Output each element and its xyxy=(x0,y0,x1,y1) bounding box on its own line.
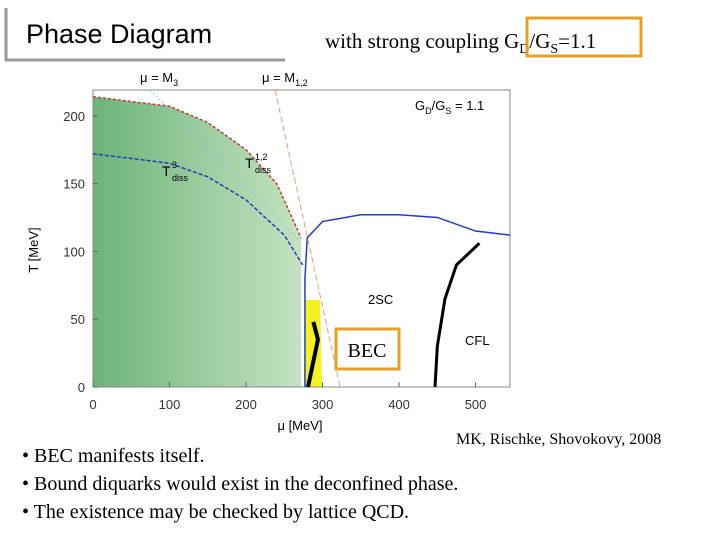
plot: 0 100 200 300 400 500 0 50 100 150 200 μ [MeV] T [Me… xyxy=(26,70,511,433)
x-tick-label: 0 xyxy=(89,397,96,412)
region xyxy=(93,96,302,387)
bullet: • Bound diquarks would exist in the deco… xyxy=(22,473,458,495)
bec-box xyxy=(334,327,401,371)
citation: MK, Rischke, Shovokovy, 2008 xyxy=(456,431,661,448)
curve xyxy=(433,242,481,388)
annotation: μ = M1,2 xyxy=(262,70,308,88)
curve xyxy=(274,89,341,388)
x-tick-label: 400 xyxy=(388,397,410,412)
plot-frame xyxy=(92,89,511,388)
curve xyxy=(150,89,300,241)
annotation-sub: 1,2 xyxy=(295,78,308,88)
annotation: T xyxy=(162,163,171,179)
bec-region xyxy=(305,300,322,387)
y-tick-label: 150 xyxy=(63,177,85,192)
annotation-sup: 3 xyxy=(172,160,177,170)
y-tick-label: 0 xyxy=(78,380,85,395)
annotation-sub: diss xyxy=(172,173,189,183)
annotation-sub: 3 xyxy=(173,78,178,88)
annotation-part: = 1.1 xyxy=(451,98,484,113)
annotation: BEC xyxy=(348,340,387,362)
subtitle-text: with strong coupling xyxy=(325,29,499,53)
annotation-part: /G xyxy=(432,98,446,113)
y-axis-label: T [MeV] xyxy=(26,227,41,272)
curve xyxy=(92,152,304,266)
x-tick-label: 100 xyxy=(159,397,181,412)
bullet: • The existence may be checked by lattic… xyxy=(22,501,409,523)
highlight-box xyxy=(525,16,643,58)
annotation: 2SC xyxy=(368,292,393,307)
slide-title: Phase Diagram xyxy=(26,19,212,49)
x-tick-label: 200 xyxy=(235,397,257,412)
ratio-part: =1.1 xyxy=(558,29,596,53)
x-tick-label: 500 xyxy=(465,397,487,412)
curve xyxy=(304,214,511,387)
annotation-sup: 1,2 xyxy=(255,152,268,162)
subtitle: with strong coupling GD/GS=1.1 xyxy=(325,29,596,57)
ratio-part: G xyxy=(504,29,519,53)
annotation-part: D xyxy=(425,106,432,116)
curve xyxy=(306,321,321,388)
ratio-sub: S xyxy=(550,42,558,57)
annotation: μ = M3 xyxy=(140,70,178,88)
annotation-sub: diss xyxy=(255,165,272,175)
x-axis-label: μ [MeV] xyxy=(277,418,322,433)
bullet: • BEC manifests itself. xyxy=(22,445,205,467)
curve xyxy=(92,96,302,239)
y-tick-label: 50 xyxy=(71,312,85,327)
annotation-part: μ = M xyxy=(262,70,295,85)
ratio-sub: D xyxy=(519,42,529,57)
annotation: T xyxy=(245,155,254,171)
annotation: CFL xyxy=(465,333,490,348)
y-tick-label: 200 xyxy=(63,109,85,124)
annotation: GD/GS = 1.1 xyxy=(415,98,484,116)
title-border xyxy=(4,8,285,62)
annotation-part: G xyxy=(415,98,425,113)
y-tick-label: 100 xyxy=(63,244,85,259)
ratio-part: /G xyxy=(529,29,550,53)
annotation-part: μ = M xyxy=(140,70,173,85)
x-tick-label: 300 xyxy=(312,397,334,412)
annotation-part: S xyxy=(445,106,451,116)
